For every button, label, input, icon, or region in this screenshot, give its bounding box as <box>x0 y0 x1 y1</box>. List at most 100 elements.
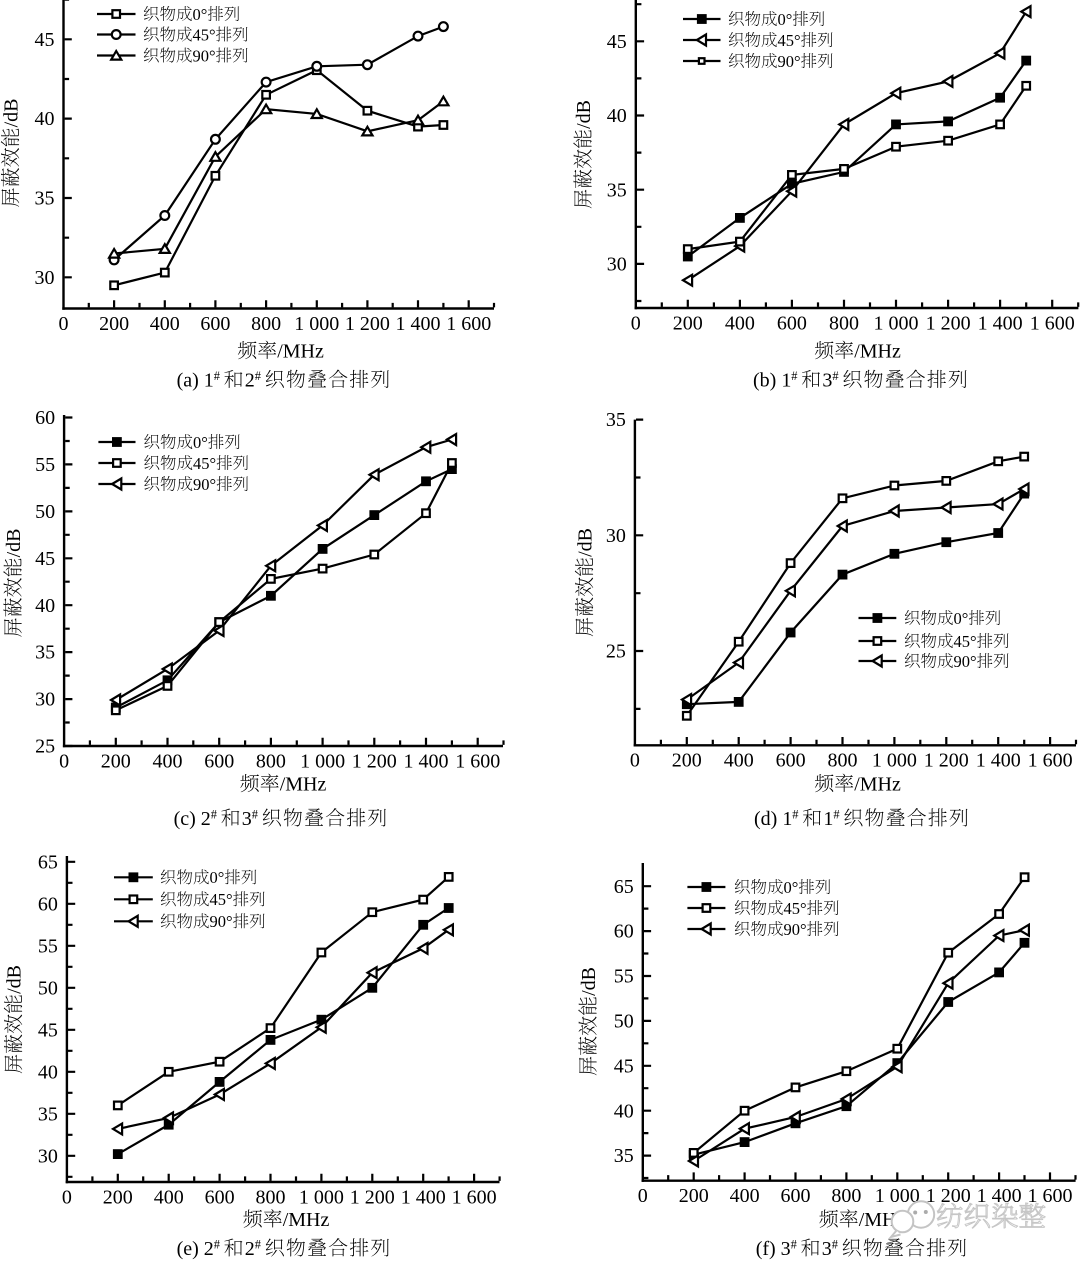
svg-text:90°: 90° <box>778 52 801 71</box>
svg-text:1 400: 1 400 <box>978 312 1023 334</box>
svg-text:#: # <box>211 807 217 821</box>
svg-text:(f) 3: (f) 3 <box>756 1238 791 1260</box>
svg-text:600: 600 <box>200 313 230 335</box>
svg-text:1 000: 1 000 <box>294 313 339 335</box>
svg-text:55: 55 <box>38 935 58 957</box>
svg-text:0°: 0° <box>193 433 208 452</box>
svg-text:/dB: /dB <box>575 528 597 557</box>
svg-text:1 600: 1 600 <box>446 313 491 335</box>
svg-text:(c) 2: (c) 2 <box>174 808 211 830</box>
svg-text:600: 600 <box>776 750 806 772</box>
svg-text:1 600: 1 600 <box>1030 312 1075 334</box>
svg-text:/dB: /dB <box>4 965 26 994</box>
svg-text:400: 400 <box>154 1186 184 1208</box>
svg-text:400: 400 <box>724 750 754 772</box>
svg-text:50: 50 <box>614 1011 634 1033</box>
svg-text:1 200: 1 200 <box>352 750 397 772</box>
svg-text:400: 400 <box>153 750 183 772</box>
svg-text:#: # <box>791 369 797 383</box>
svg-text:600: 600 <box>204 750 234 772</box>
svg-text:(d) 1: (d) 1 <box>754 808 792 830</box>
svg-text:/dB: /dB <box>573 100 595 129</box>
svg-text:0: 0 <box>59 750 69 772</box>
svg-text:#: # <box>832 369 838 383</box>
svg-text:1 000: 1 000 <box>875 1185 920 1207</box>
svg-text:45: 45 <box>38 1019 58 1041</box>
svg-text:(e) 2: (e) 2 <box>177 1238 214 1260</box>
svg-text:800: 800 <box>829 312 859 334</box>
svg-text:50: 50 <box>38 977 58 999</box>
svg-text:#: # <box>832 1237 838 1251</box>
svg-text:800: 800 <box>828 750 858 772</box>
svg-text:55: 55 <box>35 454 55 476</box>
svg-text:45: 45 <box>607 31 627 53</box>
svg-text:600: 600 <box>777 312 807 334</box>
svg-text:45°: 45° <box>784 899 807 918</box>
svg-text:2: 2 <box>245 1238 255 1260</box>
svg-text:/dB: /dB <box>1 98 23 127</box>
svg-text:50: 50 <box>35 501 55 523</box>
svg-text:60: 60 <box>35 407 55 429</box>
svg-text:45°: 45° <box>193 454 216 473</box>
svg-text:45°: 45° <box>210 890 233 909</box>
svg-text:40: 40 <box>35 108 55 130</box>
svg-text:#: # <box>791 1237 797 1251</box>
svg-text:0: 0 <box>59 313 69 335</box>
svg-text:35: 35 <box>38 1103 58 1125</box>
svg-text:/dB: /dB <box>3 528 25 557</box>
svg-text:200: 200 <box>103 1186 133 1208</box>
svg-text:1 200: 1 200 <box>924 750 969 772</box>
svg-text:1 200: 1 200 <box>345 313 390 335</box>
svg-text:#: # <box>214 1237 220 1251</box>
svg-text:1 400: 1 400 <box>396 313 441 335</box>
svg-text:65: 65 <box>38 851 58 873</box>
svg-text:35: 35 <box>607 179 627 201</box>
svg-text:0: 0 <box>630 750 640 772</box>
svg-text:60: 60 <box>614 921 634 943</box>
svg-text:0°: 0° <box>778 10 793 29</box>
svg-text:55: 55 <box>614 966 634 988</box>
svg-text:90°: 90° <box>954 652 977 671</box>
svg-text:35: 35 <box>606 409 626 431</box>
svg-text:30: 30 <box>35 267 55 289</box>
svg-text:200: 200 <box>673 312 703 334</box>
svg-text:#: # <box>252 807 258 821</box>
svg-text:600: 600 <box>205 1186 235 1208</box>
svg-text:1 000: 1 000 <box>874 312 919 334</box>
svg-text:0°: 0° <box>210 868 225 887</box>
svg-text:400: 400 <box>730 1185 760 1207</box>
svg-text:45°: 45° <box>954 632 977 651</box>
svg-text:#: # <box>792 807 798 821</box>
svg-text:25: 25 <box>606 641 626 663</box>
svg-text:40: 40 <box>35 595 55 617</box>
svg-text:1 400: 1 400 <box>977 1185 1022 1207</box>
svg-text:65: 65 <box>614 876 634 898</box>
svg-text:800: 800 <box>256 750 286 772</box>
svg-text:1 200: 1 200 <box>926 312 971 334</box>
svg-text:35: 35 <box>614 1145 634 1167</box>
svg-text:/MHz: /MHz <box>854 341 901 363</box>
svg-text:1 000: 1 000 <box>299 1186 344 1208</box>
svg-text:30: 30 <box>35 689 55 711</box>
svg-text:200: 200 <box>679 1185 709 1207</box>
svg-text:1 200: 1 200 <box>926 1185 971 1207</box>
svg-text:800: 800 <box>256 1186 286 1208</box>
svg-text:1 200: 1 200 <box>350 1186 395 1208</box>
svg-text:40: 40 <box>614 1100 634 1122</box>
svg-text:200: 200 <box>672 750 702 772</box>
svg-text:45°: 45° <box>193 25 216 44</box>
svg-text:0°: 0° <box>784 878 799 897</box>
svg-text:/dB: /dB <box>578 967 600 996</box>
svg-text:0: 0 <box>62 1186 72 1208</box>
svg-text:#: # <box>255 369 261 383</box>
svg-text:40: 40 <box>38 1061 58 1083</box>
svg-text:35: 35 <box>35 188 55 210</box>
svg-text:45: 45 <box>35 29 55 51</box>
svg-text:3: 3 <box>242 808 252 830</box>
svg-text:1 600: 1 600 <box>1028 750 1073 772</box>
svg-text:45: 45 <box>614 1055 634 1077</box>
svg-text:90°: 90° <box>210 912 233 931</box>
svg-text:45: 45 <box>35 548 55 570</box>
svg-text:90°: 90° <box>193 46 216 65</box>
svg-text:1: 1 <box>823 808 833 830</box>
